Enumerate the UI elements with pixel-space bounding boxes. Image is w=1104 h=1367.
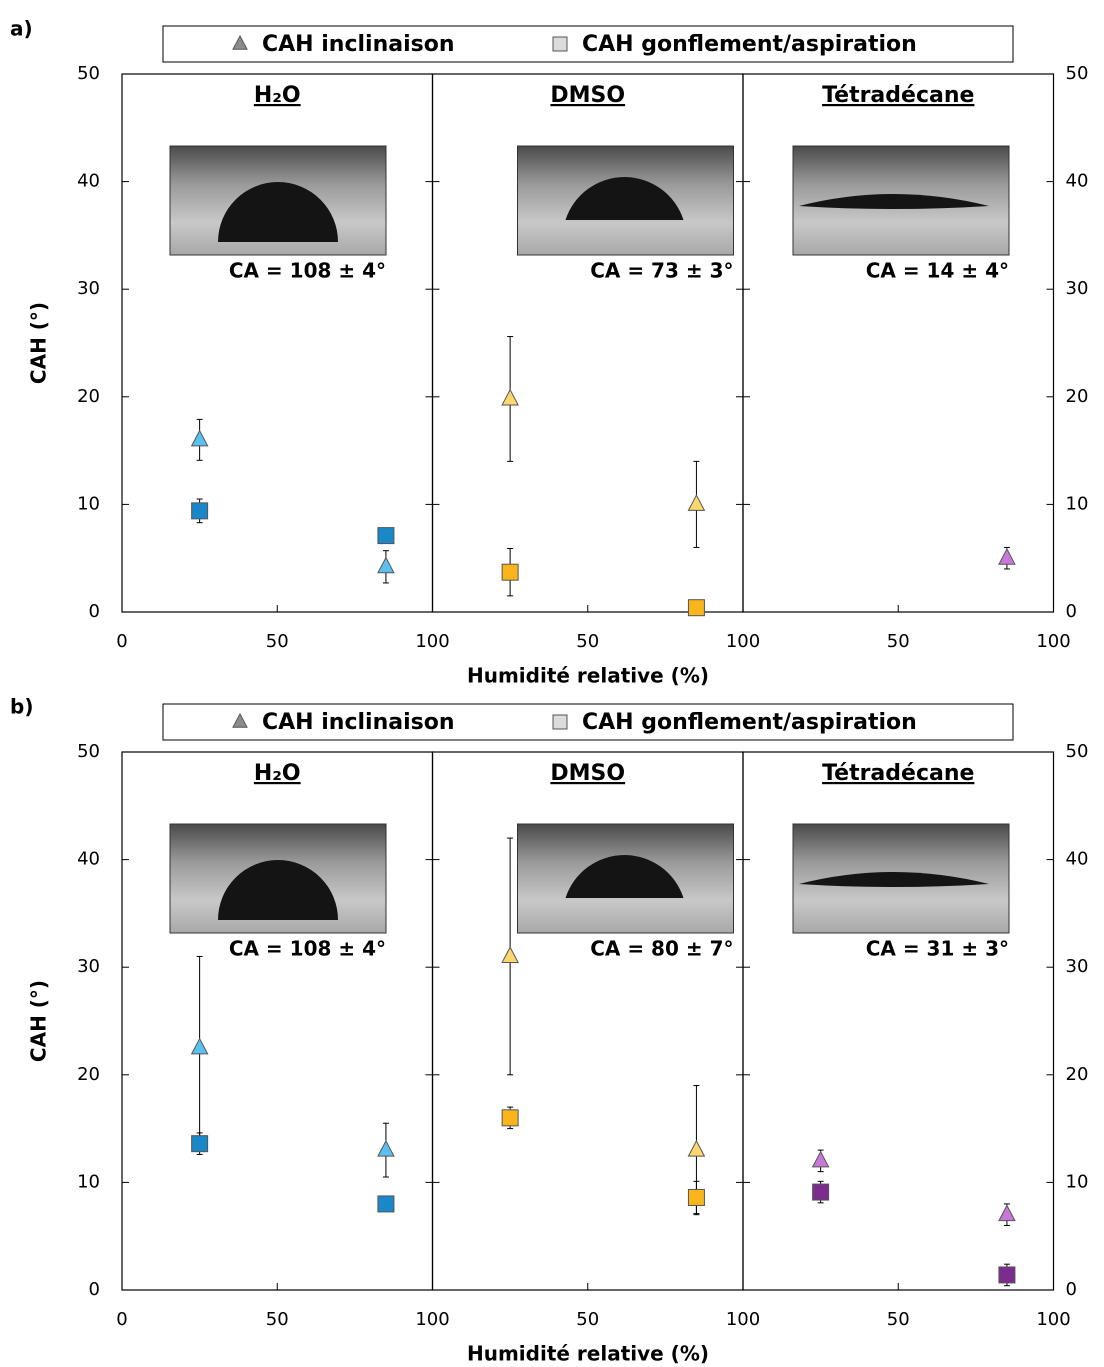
legend-label: CAH gonflement/aspiration — [582, 32, 917, 57]
x-axis-label: Humidité relative (%) — [467, 1342, 709, 1366]
contact-angle: CA = 80 ± 7° — [590, 937, 733, 961]
x-tick-label: 50 — [266, 1309, 289, 1330]
y-tick-label: 0 — [1066, 601, 1077, 622]
triangle-marker — [687, 1139, 706, 1157]
panel-title: H₂O — [254, 83, 301, 108]
droplet — [799, 872, 989, 887]
triangle-marker — [501, 388, 519, 406]
square-marker — [191, 502, 209, 520]
triangle-marker — [377, 1139, 395, 1157]
y-tick-label: 10 — [77, 1171, 100, 1192]
legend-label: CAH gonflement/aspiration — [582, 710, 917, 735]
y-tick-label: 20 — [1066, 386, 1089, 407]
y-tick-label: 50 — [77, 741, 100, 762]
triangle-marker — [190, 1037, 209, 1055]
y-tick-label: 0 — [89, 1279, 100, 1300]
legend-label: CAH inclinaison — [262, 32, 455, 57]
panel-title: DMSO — [550, 83, 625, 108]
x-tick-label: 100 — [726, 631, 760, 652]
y-tick-label: 10 — [77, 493, 100, 514]
x-tick-label: 100 — [1036, 1309, 1070, 1330]
contact-angle: CA = 73 ± 3° — [590, 259, 733, 283]
triangle-marker — [377, 556, 395, 574]
x-tick-label: 0 — [116, 1309, 127, 1330]
square-marker — [377, 527, 395, 545]
y-tick-label: 0 — [1066, 1279, 1077, 1300]
y-tick-label: 40 — [1066, 171, 1089, 192]
legend-box — [162, 703, 1014, 741]
y-tick-label: 50 — [1066, 741, 1089, 762]
contact-angle: CA = 31 ± 3° — [866, 937, 1009, 961]
x-tick-label: 100 — [1036, 631, 1070, 652]
x-tick-label: 50 — [887, 631, 910, 652]
y-tick-label: 30 — [77, 278, 100, 299]
x-tick-label: 50 — [576, 631, 599, 652]
square-marker — [501, 1109, 519, 1127]
triangle-marker — [687, 494, 706, 511]
y-tick-label: 10 — [1066, 1171, 1089, 1192]
y-tick-label: 40 — [1066, 849, 1089, 870]
droplet — [218, 182, 338, 242]
y-axis-label: CAH (°) — [27, 302, 51, 384]
y-tick-label: 40 — [77, 171, 100, 192]
panel-label: a) — [10, 17, 33, 41]
x-axis-label: Humidité relative (%) — [467, 664, 709, 688]
y-axis-label: CAH (°) — [27, 980, 51, 1062]
legend-label: CAH inclinaison — [262, 710, 455, 735]
contact-angle: CA = 108 ± 4° — [229, 259, 386, 283]
triangle-marker — [232, 34, 248, 50]
square-marker — [377, 1195, 395, 1213]
triangle-marker — [998, 547, 1016, 565]
x-tick-label: 50 — [576, 1309, 599, 1330]
droplet — [565, 177, 684, 220]
panel-label: b) — [10, 695, 33, 719]
square-marker — [812, 1183, 830, 1201]
y-tick-label: 40 — [77, 849, 100, 870]
x-tick-label: 100 — [415, 1309, 449, 1330]
x-tick-label: 100 — [726, 1309, 760, 1330]
triangle-marker — [232, 712, 248, 728]
triangle-marker — [811, 1150, 830, 1168]
square-marker — [687, 1188, 705, 1206]
x-tick-label: 50 — [887, 1309, 910, 1330]
y-tick-label: 30 — [1066, 278, 1089, 299]
square-marker — [191, 1135, 209, 1153]
contact-angle: CA = 14 ± 4° — [866, 259, 1009, 283]
triangle-marker — [998, 1204, 1016, 1222]
legend-box — [162, 25, 1014, 63]
droplet — [565, 855, 684, 898]
panel-title: Tétradécane — [822, 761, 974, 786]
square-marker — [552, 36, 568, 52]
droplet — [799, 194, 989, 209]
contact-angle: CA = 108 ± 4° — [229, 937, 386, 961]
triangle-marker — [501, 946, 519, 963]
y-tick-label: 20 — [77, 386, 100, 407]
y-tick-label: 30 — [77, 956, 100, 977]
y-tick-label: 30 — [1066, 956, 1089, 977]
y-tick-label: 0 — [89, 601, 100, 622]
y-tick-label: 10 — [1066, 493, 1089, 514]
y-tick-label: 20 — [1066, 1064, 1089, 1085]
panel-title: DMSO — [550, 761, 625, 786]
triangle-marker — [190, 429, 209, 447]
droplet — [218, 860, 338, 920]
x-tick-label: 0 — [116, 631, 127, 652]
square-marker — [501, 563, 519, 581]
x-tick-label: 100 — [415, 631, 449, 652]
x-tick-label: 50 — [266, 631, 289, 652]
y-tick-label: 50 — [77, 63, 100, 84]
y-tick-label: 50 — [1066, 63, 1089, 84]
y-tick-label: 20 — [77, 1064, 100, 1085]
square-marker — [552, 714, 568, 730]
square-marker — [998, 1266, 1016, 1284]
panel-title: Tétradécane — [822, 83, 974, 108]
panel-title: H₂O — [254, 761, 301, 786]
square-marker — [687, 599, 705, 617]
